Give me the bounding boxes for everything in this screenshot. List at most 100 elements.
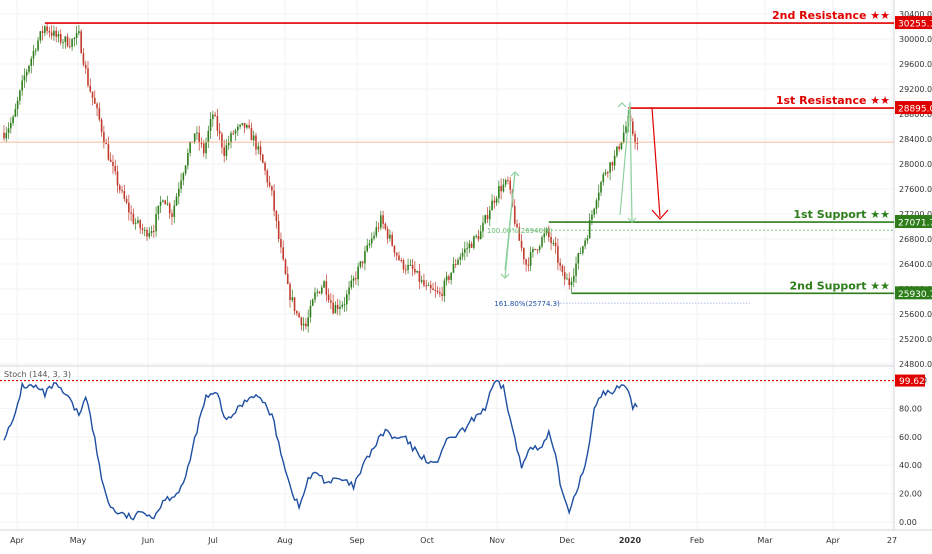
candle-body (552, 242, 555, 244)
candle-body (484, 215, 487, 223)
candle-body (241, 123, 244, 125)
candle-body (48, 31, 51, 33)
stoch-pane: Stoch (144, 3, 3) (0, 370, 894, 521)
candle-body (341, 304, 344, 307)
candle-body (100, 119, 103, 133)
stoch-tick-label: 60.00 (899, 433, 922, 442)
time-tick-label: 2020 (619, 536, 642, 545)
levels: 2nd Resistance ★★ 1st Resistance ★★ 1st Su… (0, 9, 894, 295)
candle-body (420, 280, 423, 282)
candle-body (266, 170, 269, 183)
time-tick-label: Nov (489, 536, 505, 545)
candle-body (343, 304, 346, 306)
stoch-level-tag: 99.62 (899, 377, 925, 387)
candle-body (395, 252, 398, 256)
candle-body (118, 185, 121, 191)
candle-body (595, 200, 598, 209)
candle-body (482, 222, 484, 232)
time-tick-label: 27 (887, 536, 897, 545)
candle-body (461, 252, 464, 257)
candle-body (39, 31, 42, 41)
candle-body (261, 154, 264, 163)
candle-body (386, 228, 389, 239)
candle-body (59, 34, 62, 43)
candle-body (112, 161, 114, 166)
candle-body (184, 165, 187, 174)
candle-body (409, 264, 412, 266)
candle-body (109, 159, 112, 162)
candle-body (634, 134, 636, 143)
projection-arrow (651, 107, 661, 218)
fib-arrow-c-head (617, 102, 627, 108)
candle-body (466, 248, 468, 250)
candle-body (53, 30, 55, 36)
level-tag-bg-3 (895, 286, 932, 300)
candle-body (71, 39, 73, 47)
candle-body (132, 213, 135, 224)
candle-body (123, 190, 126, 199)
candle-body (94, 97, 96, 104)
candle-body (618, 146, 620, 150)
candle-body (355, 278, 357, 280)
candle-body (273, 190, 275, 211)
level-tag-bg-1 (895, 101, 932, 115)
candle-body (202, 143, 205, 154)
candle-body (166, 203, 169, 205)
candle-body (500, 185, 502, 192)
candle-body (448, 276, 450, 280)
stoch-tick-label: 80.00 (899, 404, 922, 413)
price-tick-label: 28800.0 (899, 110, 932, 119)
candle-body (404, 269, 407, 271)
candle-body (620, 142, 623, 150)
candle-body (370, 238, 373, 244)
candle-body (439, 292, 441, 294)
candle-body (441, 293, 443, 296)
candle-body (175, 196, 178, 206)
candle-body (298, 313, 300, 318)
candle-body (230, 133, 232, 143)
candle-body (200, 142, 203, 144)
candle-body (205, 142, 207, 154)
candle-body (198, 132, 201, 143)
candle-body (237, 126, 239, 131)
candle-body (12, 116, 14, 123)
candle-body (491, 200, 493, 211)
candle-body (148, 232, 151, 237)
candle-body (357, 266, 359, 280)
candle-body (591, 214, 593, 220)
candle-body (218, 130, 221, 134)
candle-body (495, 198, 498, 203)
candle-body (182, 173, 185, 181)
stoch-title: Stoch (144, 3, 3) (4, 370, 71, 379)
candle-body (454, 263, 457, 265)
candle-body (577, 253, 580, 264)
candle-body (307, 317, 309, 327)
candle-body (105, 142, 107, 145)
candle-body (561, 265, 564, 273)
candle-body (139, 220, 141, 229)
candle-body (16, 100, 19, 110)
candle-body (563, 272, 566, 280)
candle-body (248, 125, 250, 128)
candle-body (259, 146, 262, 155)
candle-body (66, 36, 69, 47)
candle-body (189, 141, 191, 153)
candle-body (103, 132, 105, 143)
candle-body (380, 215, 382, 228)
candle-body (98, 108, 101, 120)
candle-body (128, 202, 130, 213)
candle-body (21, 80, 23, 91)
candle-body (436, 290, 439, 293)
candle-body (330, 300, 332, 303)
candle-body (87, 68, 89, 86)
candle-body (425, 285, 428, 287)
candle-body (411, 264, 414, 269)
candle-body (391, 234, 393, 246)
price-tick-label: 26400.0 (899, 260, 932, 269)
candle-body (55, 30, 58, 37)
stoch-tick-label: 20.00 (899, 490, 922, 499)
candle-body (611, 162, 614, 166)
price-tick-label: 24800.0 (899, 360, 932, 369)
candle-body (69, 46, 71, 48)
